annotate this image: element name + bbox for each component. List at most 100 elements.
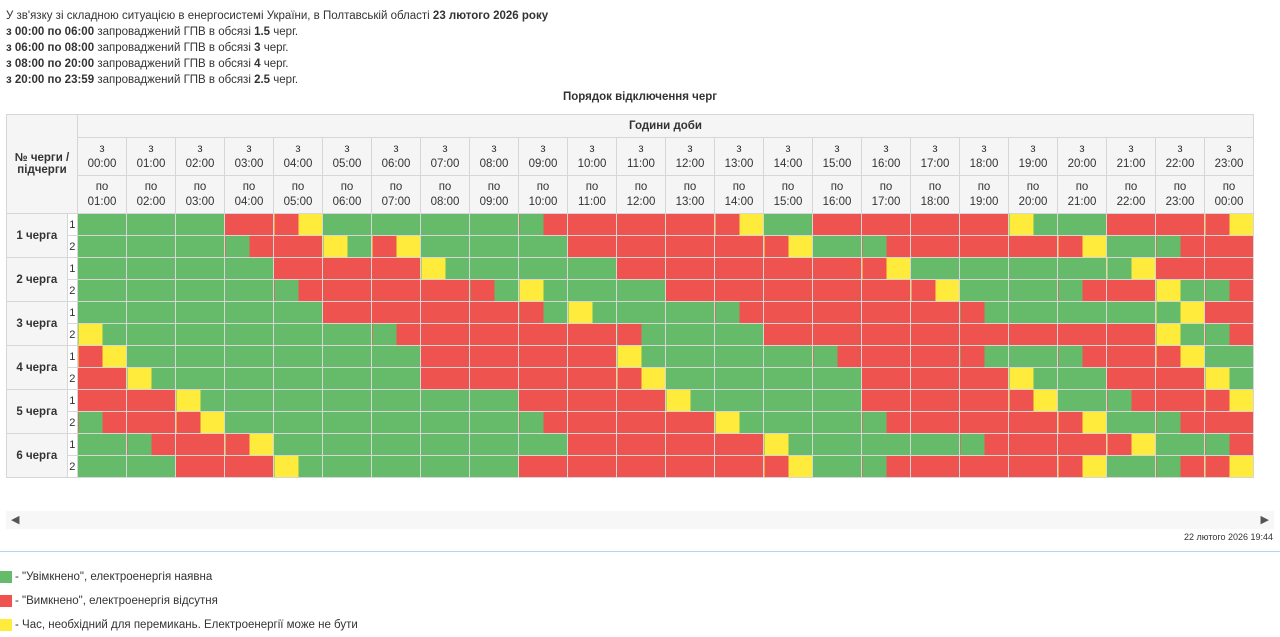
queue-label: 4 черга bbox=[6, 345, 68, 390]
outage-notice: У зв'язку зі складною ситуацією в енерго… bbox=[6, 8, 548, 88]
notice-headline: У зв'язку зі складною ситуацією в енерго… bbox=[6, 10, 549, 22]
hour-cell bbox=[665, 455, 715, 478]
hour-cell bbox=[910, 345, 960, 368]
hour-cell bbox=[714, 345, 764, 368]
hour-cell bbox=[616, 323, 666, 346]
hour-cell bbox=[126, 411, 176, 434]
hour-cell bbox=[861, 411, 911, 434]
hour-cell bbox=[616, 279, 666, 302]
hour-cell bbox=[1155, 235, 1205, 258]
hour-cell bbox=[861, 213, 911, 236]
hour-cell bbox=[469, 455, 519, 478]
hour-cell bbox=[1008, 433, 1058, 456]
queue-label: 3 черга bbox=[6, 301, 68, 346]
hour-cell bbox=[665, 235, 715, 258]
hour-cell bbox=[1057, 213, 1107, 236]
subqueue-number: 2 bbox=[66, 235, 79, 258]
hour-end-header: по 06:00 bbox=[322, 175, 372, 214]
hour-cell bbox=[77, 367, 127, 390]
hour-end-header: по 19:00 bbox=[959, 175, 1009, 214]
hour-cell bbox=[322, 279, 372, 302]
hour-cell bbox=[1106, 213, 1156, 236]
scroll-left-icon[interactable]: ◀ bbox=[11, 514, 20, 526]
hour-cell bbox=[763, 345, 813, 368]
hour-cell bbox=[126, 367, 176, 390]
hour-cell bbox=[861, 301, 911, 324]
hour-start-header: з 21:00 bbox=[1106, 137, 1156, 176]
table-row: 2 bbox=[7, 367, 1254, 390]
hour-cell bbox=[175, 257, 225, 280]
hour-cell bbox=[1155, 301, 1205, 324]
hour-cell bbox=[1057, 323, 1107, 346]
hour-cell bbox=[126, 345, 176, 368]
hour-cell bbox=[959, 279, 1009, 302]
hour-cell bbox=[959, 389, 1009, 412]
hour-cell bbox=[469, 257, 519, 280]
hour-cell bbox=[959, 455, 1009, 478]
hour-cell bbox=[224, 323, 274, 346]
hour-cell bbox=[322, 455, 372, 478]
hour-cell bbox=[616, 367, 666, 390]
queue-label: 2 черга bbox=[6, 257, 68, 302]
hour-cell bbox=[763, 301, 813, 324]
subqueue-number: 1 bbox=[66, 213, 79, 236]
hour-cell bbox=[714, 235, 764, 258]
hour-cell bbox=[959, 345, 1009, 368]
table-row: 3 черга 1 bbox=[6, 301, 1254, 346]
hour-cell bbox=[567, 279, 617, 302]
hour-start-header: з 16:00 bbox=[861, 137, 911, 176]
hour-cell bbox=[910, 411, 960, 434]
hour-cell bbox=[518, 389, 568, 412]
hour-end-header: по 10:00 bbox=[518, 175, 568, 214]
hour-cell bbox=[714, 301, 764, 324]
notice-period: з 06:00 по 08:00 запроваджений ГПВ в обс… bbox=[6, 42, 289, 54]
legend-on: - "Увімкнено", електроенергія наявна bbox=[0, 571, 212, 583]
hour-end-header: по 23:00 bbox=[1155, 175, 1205, 214]
hour-cell bbox=[567, 257, 617, 280]
hour-cell bbox=[469, 235, 519, 258]
hour-cell bbox=[371, 345, 421, 368]
hour-cell bbox=[812, 323, 862, 346]
hour-cell bbox=[175, 235, 225, 258]
green-swatch-icon bbox=[0, 571, 12, 583]
red-swatch-icon bbox=[0, 595, 12, 607]
hour-cell bbox=[812, 455, 862, 478]
subqueue-number: 2 bbox=[66, 411, 79, 434]
hour-cell bbox=[273, 411, 323, 434]
hour-cell bbox=[714, 411, 764, 434]
hour-cell bbox=[861, 279, 911, 302]
hour-cell bbox=[812, 411, 862, 434]
hour-cell bbox=[959, 323, 1009, 346]
table-row: 4 черга 1 bbox=[6, 345, 1254, 390]
hour-cell bbox=[1008, 323, 1058, 346]
hour-cell bbox=[371, 257, 421, 280]
hour-cell bbox=[175, 213, 225, 236]
subqueue-number: 1 bbox=[66, 345, 79, 368]
hour-cell bbox=[322, 235, 372, 258]
subqueue-number: 1 bbox=[66, 389, 79, 412]
hour-cell bbox=[959, 367, 1009, 390]
hour-cell bbox=[469, 323, 519, 346]
table-row: 6 черга 1 bbox=[6, 433, 1254, 478]
hour-cell bbox=[1106, 257, 1156, 280]
hour-cell bbox=[1057, 301, 1107, 324]
hour-cell bbox=[910, 279, 960, 302]
hour-cell bbox=[763, 235, 813, 258]
hour-cell bbox=[910, 257, 960, 280]
hour-end-header: по 17:00 bbox=[861, 175, 911, 214]
queue-label: 1 черга bbox=[6, 213, 68, 258]
scroll-right-icon[interactable]: ▶ bbox=[1260, 514, 1269, 526]
hour-cell bbox=[910, 235, 960, 258]
notice-period: з 20:00 по 23:59 запроваджений ГПВ в обс… bbox=[6, 74, 299, 86]
hour-cell bbox=[126, 213, 176, 236]
horizontal-scrollbar[interactable]: ◀ ▶ bbox=[6, 511, 1274, 529]
update-timestamp: 22 лютого 2026 19:44 bbox=[1184, 532, 1273, 542]
hour-cell bbox=[812, 433, 862, 456]
hour-cell bbox=[959, 301, 1009, 324]
hour-start-header: з 09:00 bbox=[518, 137, 568, 176]
hour-cell bbox=[420, 257, 470, 280]
hour-cell bbox=[175, 301, 225, 324]
hour-end-header: по 16:00 bbox=[812, 175, 862, 214]
hour-start-header: з 14:00 bbox=[763, 137, 813, 176]
hour-cell bbox=[322, 301, 372, 324]
